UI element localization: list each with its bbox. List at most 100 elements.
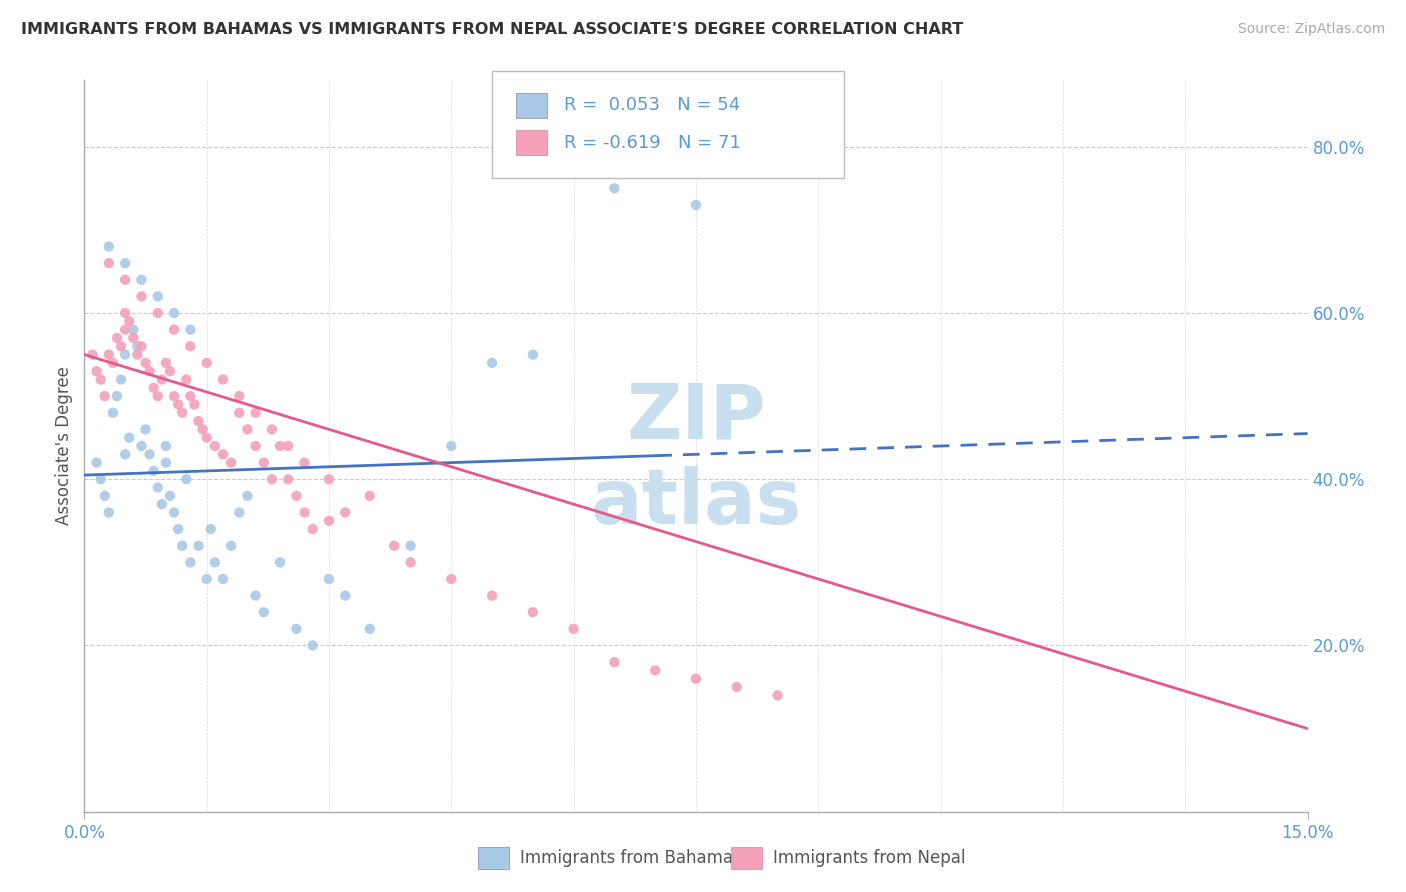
Point (174, 372, 197, 386)
Point (90, 372, 112, 386)
Point (131, 289, 153, 303)
Point (228, 406, 250, 420)
Point (114, 447, 136, 461)
Point (277, 472, 299, 486)
Point (191, 422, 214, 436)
Point (603, 181, 626, 195)
Point (179, 339, 201, 353)
Point (245, 589, 267, 603)
Point (131, 339, 153, 353)
Point (179, 555, 201, 569)
Point (301, 639, 323, 653)
Point (97, 239, 120, 253)
Point (219, 456, 242, 470)
Point (195, 572, 218, 586)
Point (155, 456, 177, 470)
Point (603, 655, 626, 669)
Point (163, 506, 186, 520)
Point (187, 414, 209, 428)
Point (155, 356, 177, 370)
Point (127, 339, 149, 353)
Point (146, 481, 169, 495)
Point (195, 356, 218, 370)
Point (212, 572, 235, 586)
Point (335, 589, 357, 603)
Point (359, 489, 381, 503)
Point (200, 522, 222, 536)
Point (260, 472, 283, 486)
Point (167, 522, 190, 536)
Point (142, 464, 165, 478)
Text: Immigrants from Bahamas: Immigrants from Bahamas (520, 849, 742, 867)
Point (195, 431, 218, 445)
Point (142, 381, 165, 395)
Point (131, 273, 153, 287)
Point (82, 347, 104, 362)
Point (236, 422, 259, 436)
Point (172, 539, 194, 553)
Point (86, 456, 108, 470)
Point (335, 506, 357, 520)
Point (219, 539, 242, 553)
Point (725, 680, 748, 694)
Point (269, 555, 291, 569)
Point (101, 356, 124, 370)
Point (187, 539, 209, 553)
Y-axis label: Associate's Degree: Associate's Degree (55, 367, 73, 525)
Point (440, 439, 463, 453)
Point (114, 347, 136, 362)
Point (399, 539, 422, 553)
Point (163, 306, 186, 320)
Point (86, 364, 108, 378)
Point (163, 323, 186, 337)
Point (269, 439, 291, 453)
Point (481, 589, 503, 603)
Point (212, 372, 235, 386)
Point (301, 522, 323, 536)
Point (167, 397, 190, 411)
Point (245, 406, 267, 420)
Point (766, 689, 789, 703)
Point (146, 289, 169, 303)
Point (440, 572, 463, 586)
Point (114, 306, 136, 320)
Text: IMMIGRANTS FROM BAHAMAS VS IMMIGRANTS FROM NEPAL ASSOCIATE'S DEGREE CORRELATION : IMMIGRANTS FROM BAHAMAS VS IMMIGRANTS FR… (21, 22, 963, 37)
Text: ZIP
atlas: ZIP atlas (591, 381, 801, 541)
Point (212, 447, 235, 461)
Point (90, 472, 112, 486)
Point (114, 323, 136, 337)
Point (236, 489, 259, 503)
Point (97, 347, 120, 362)
Point (131, 439, 153, 453)
Point (204, 439, 226, 453)
Point (285, 622, 308, 636)
Point (260, 422, 283, 436)
Point (138, 364, 160, 378)
Point (105, 331, 128, 345)
Point (122, 323, 145, 337)
Point (97, 256, 120, 270)
Point (105, 389, 128, 403)
Point (562, 622, 585, 636)
Point (146, 389, 169, 403)
Point (101, 406, 124, 420)
Point (359, 622, 381, 636)
Point (481, 356, 503, 370)
Point (522, 347, 544, 362)
Point (110, 339, 132, 353)
Point (228, 389, 250, 403)
Point (294, 456, 316, 470)
Point (159, 489, 181, 503)
Point (118, 314, 141, 328)
Point (114, 256, 136, 270)
Point (159, 364, 181, 378)
Point (146, 306, 169, 320)
Point (97, 506, 120, 520)
Point (179, 323, 201, 337)
Point (155, 439, 177, 453)
Point (150, 497, 173, 511)
Text: Immigrants from Nepal: Immigrants from Nepal (773, 849, 966, 867)
Text: R =  0.053   N = 54: R = 0.053 N = 54 (564, 96, 740, 114)
Point (318, 514, 340, 528)
Point (135, 356, 157, 370)
